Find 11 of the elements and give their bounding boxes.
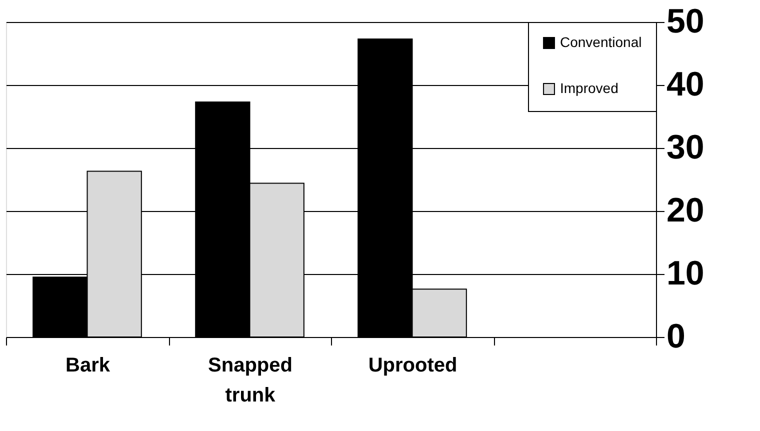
x-tick-label: Snapped trunk [208,354,292,406]
x-tick-label: Bark [66,354,111,376]
y-tick-label: 20 [666,192,704,230]
legend-label: Conventional [560,34,642,50]
y-tick-label: 10 [666,254,704,292]
y-tick-label: 30 [666,128,704,166]
y-tick-label: 50 [666,2,704,40]
y-tick-label: 40 [666,66,704,104]
legend-label: Improved [560,80,618,96]
y-tick-label: 0 [666,318,686,356]
x-tick-label: Uprooted [368,354,458,376]
